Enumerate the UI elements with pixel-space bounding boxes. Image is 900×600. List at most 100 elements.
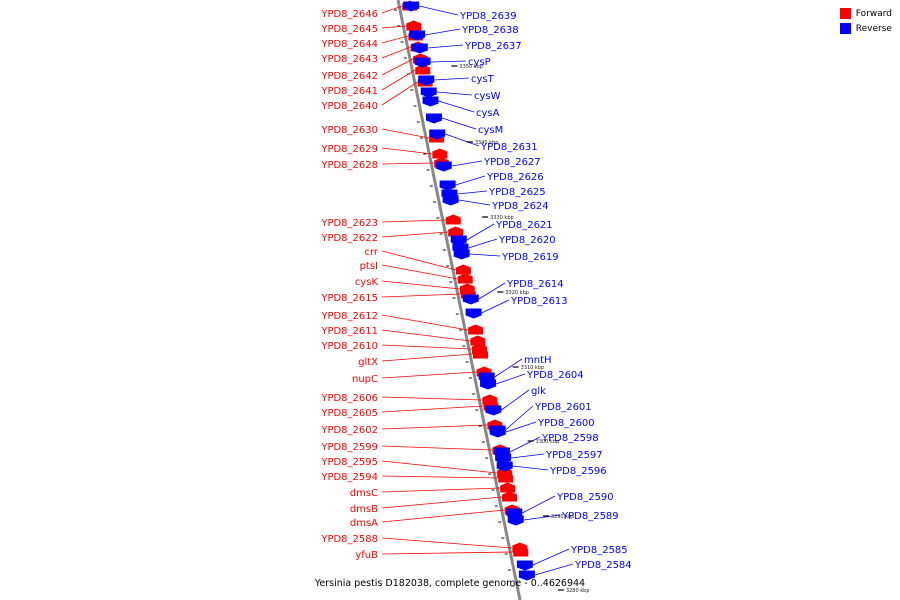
forward-gene-feature[interactable] (472, 348, 488, 359)
forward-gene-label[interactable]: YPD8_2642 (320, 71, 378, 82)
forward-gene-label[interactable]: YPD8_2599 (320, 442, 378, 453)
reverse-gene-label[interactable]: YPD8_2604 (526, 370, 584, 381)
reverse-gene-label[interactable]: glk (531, 386, 546, 397)
forward-gene-label[interactable]: dmsB (350, 504, 378, 515)
reverse-gene-feature[interactable] (420, 87, 437, 98)
forward-gene-label[interactable]: YPD8_2645 (320, 24, 378, 35)
forward-gene-feature[interactable] (445, 214, 461, 225)
forward-gene-label[interactable]: YPD8_2640 (320, 101, 378, 112)
forward-gene-feature[interactable] (498, 472, 514, 483)
forward-gene-label[interactable]: YPD8_2644 (320, 39, 378, 50)
reverse-gene-label[interactable]: YPD8_2613 (510, 296, 568, 307)
reverse-gene-feature[interactable] (422, 96, 439, 107)
reverse-gene-label[interactable]: YPD8_2626 (486, 172, 544, 183)
forward-gene-label[interactable]: YPD8_2643 (320, 54, 378, 65)
forward-gene-label[interactable]: YPD8_2622 (320, 233, 378, 244)
forward-gene-feature[interactable] (415, 64, 431, 75)
forward-gene-label[interactable]: YPD8_2588 (320, 534, 378, 545)
reverse-gene-feature[interactable] (496, 461, 513, 472)
reverse-gene-label[interactable]: cysP (468, 57, 491, 68)
forward-gene-feature[interactable] (457, 273, 473, 284)
forward-gene-label[interactable]: dmsC (350, 488, 378, 499)
reverse-gene-label[interactable]: YPD8_2590 (556, 492, 614, 503)
forward-gene-feature[interactable] (432, 148, 448, 159)
reverse-gene-label[interactable]: YPD8_2597 (545, 450, 603, 461)
reverse-gene-label[interactable]: YPD8_2585 (570, 545, 628, 556)
reverse-gene-feature[interactable] (450, 235, 467, 246)
reverse-gene-label[interactable]: YPD8_2584 (574, 560, 632, 571)
reverse-gene-label[interactable]: cysW (474, 91, 501, 102)
forward-gene-feature[interactable] (448, 226, 464, 237)
forward-gene-feature[interactable] (513, 546, 529, 557)
reverse-gene-label[interactable]: YPD8_2624 (491, 201, 549, 212)
forward-gene-label[interactable]: dmsA (350, 518, 378, 529)
reverse-gene-label[interactable]: YPD8_2625 (488, 187, 546, 198)
forward-gene-label[interactable]: crr (364, 247, 378, 258)
reverse-gene-feature[interactable] (489, 427, 506, 438)
reverse-gene-label[interactable]: YPD8_2600 (537, 418, 595, 429)
forward-gene-label[interactable]: YPD8_2615 (320, 293, 378, 304)
forward-gene-feature[interactable] (468, 324, 484, 335)
forward-gene-feature[interactable] (470, 335, 486, 346)
reverse-gene-feature[interactable] (453, 249, 470, 260)
reverse-gene-feature[interactable] (462, 294, 479, 305)
forward-gene-feature[interactable] (500, 482, 516, 493)
forward-gene-label[interactable]: YPD8_2612 (320, 311, 378, 322)
reverse-gene-label[interactable]: cysM (478, 125, 503, 136)
reverse-gene-label[interactable]: cysA (476, 108, 500, 119)
forward-gene-label[interactable]: YPD8_2595 (320, 457, 378, 468)
forward-gene-label[interactable]: YPD8_2629 (320, 144, 378, 155)
reverse-gene-feature[interactable] (418, 75, 435, 86)
reverse-gene-feature[interactable] (465, 308, 482, 319)
forward-gene-label[interactable]: YPD8_2602 (320, 425, 378, 436)
forward-gene-label[interactable]: ptsI (360, 261, 378, 272)
forward-gene-label[interactable]: YPD8_2623 (320, 218, 378, 229)
reverse-gene-label[interactable]: YPD8_2639 (459, 11, 517, 22)
reverse-gene-feature[interactable] (409, 30, 426, 41)
forward-gene-label[interactable]: YPD8_2641 (320, 86, 378, 97)
reverse-gene-label[interactable]: YPD8_2589 (561, 511, 619, 522)
reverse-gene-label[interactable]: YPD8_2637 (464, 41, 522, 52)
forward-gene-label[interactable]: yfuB (355, 550, 378, 561)
forward-gene-label[interactable]: nupC (352, 374, 378, 385)
reverse-gene-label[interactable]: mntH (524, 355, 552, 366)
reverse-gene-feature[interactable] (507, 515, 524, 526)
reverse-gene-feature[interactable] (518, 570, 535, 581)
forward-gene-label[interactable]: YPD8_2630 (320, 125, 378, 136)
reverse-gene-feature[interactable] (435, 161, 452, 172)
forward-gene-label[interactable]: YPD8_2610 (320, 341, 378, 352)
forward-gene-label[interactable]: YPD8_2605 (320, 408, 378, 419)
reverse-gene-feature[interactable] (485, 405, 502, 416)
forward-gene-label[interactable]: YPD8_2628 (320, 160, 378, 171)
reverse-gene-label[interactable]: YPD8_2627 (483, 157, 541, 168)
reverse-gene-feature[interactable] (516, 560, 533, 571)
reverse-gene-feature[interactable] (414, 57, 431, 68)
reverse-gene-label[interactable]: YPD8_2621 (495, 220, 553, 231)
reverse-gene-label[interactable]: YPD8_2598 (541, 433, 599, 444)
reverse-gene-label[interactable]: cysT (471, 74, 495, 85)
reverse-gene-feature[interactable] (442, 195, 459, 206)
reverse-gene-feature[interactable] (439, 180, 456, 191)
reverse-gene-label[interactable]: YPD8_2601 (534, 402, 592, 413)
reverse-gene-label[interactable]: YPD8_2619 (501, 252, 559, 263)
reverse-gene-feature[interactable] (411, 43, 428, 54)
forward-gene-label[interactable]: YPD8_2611 (320, 326, 378, 337)
reverse-gene-label[interactable]: YPD8_2614 (506, 279, 564, 290)
forward-gene-label[interactable]: YPD8_2594 (320, 472, 378, 483)
forward-gene-label[interactable]: cysK (355, 277, 379, 288)
forward-gene-label[interactable]: YPD8_2606 (320, 393, 378, 404)
forward-gene-feature[interactable] (406, 20, 422, 31)
forward-gene-label[interactable]: YPD8_2646 (320, 9, 378, 20)
forward-gene-feature[interactable] (455, 264, 471, 275)
reverse-gene-feature[interactable] (495, 453, 512, 464)
reverse-gene-feature[interactable] (425, 113, 442, 124)
reverse-gene-feature[interactable] (403, 1, 420, 12)
forward-gene-feature[interactable] (502, 491, 518, 502)
reverse-gene-label[interactable]: YPD8_2631 (480, 142, 538, 153)
forward-gene-label[interactable]: gltX (358, 357, 378, 368)
reverse-gene-feature[interactable] (429, 129, 446, 140)
reverse-gene-label[interactable]: YPD8_2620 (498, 235, 556, 246)
reverse-gene-label[interactable]: YPD8_2596 (549, 466, 607, 477)
reverse-gene-label[interactable]: YPD8_2638 (461, 25, 519, 36)
